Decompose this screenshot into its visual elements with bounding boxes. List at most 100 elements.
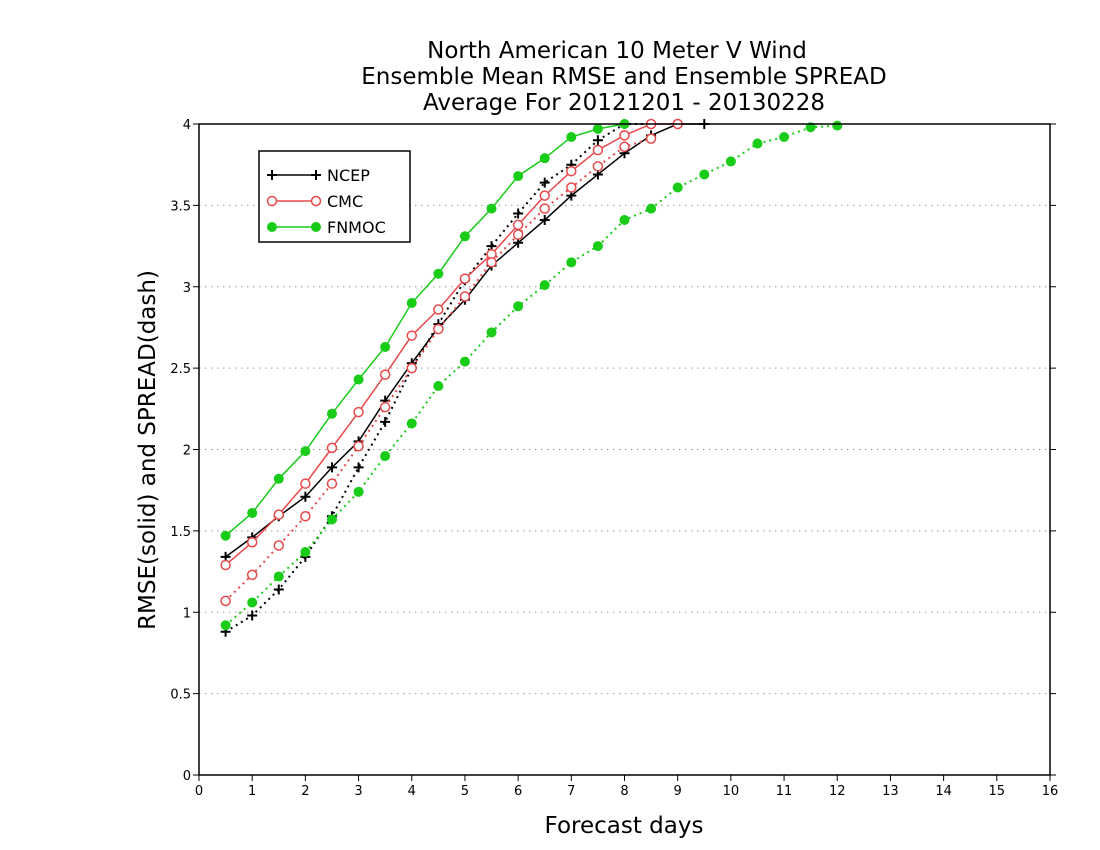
point-ncep-rmse: [326, 462, 337, 473]
y-tick-label: 3: [183, 281, 191, 296]
point-fnmoc-rmse: [539, 153, 550, 164]
x-tick-label: 12: [829, 784, 846, 799]
x-tick-label: 16: [1042, 784, 1059, 799]
point-fnmoc-spread: [592, 241, 603, 252]
legend-label-ncep: NCEP: [327, 166, 370, 185]
point-ncep-spread: [353, 462, 364, 473]
point-ncep-spread: [273, 584, 284, 595]
point-fnmoc-rmse: [433, 268, 444, 279]
point-cmc-rmse: [539, 190, 550, 201]
legend-marker-start-ncep: [267, 170, 277, 180]
point-cmc-rmse: [619, 130, 630, 141]
point-cmc-spread: [273, 540, 285, 551]
y-tick-label: 0: [183, 769, 191, 784]
point-ncep-spread: [513, 208, 524, 219]
point-cmc-spread: [246, 569, 258, 581]
x-tick-label: 4: [408, 784, 416, 799]
y-tick-label: 3.5: [170, 199, 191, 214]
point-fnmoc-spread: [300, 547, 311, 558]
legend-label-cmc: CMC: [327, 192, 363, 211]
x-tick-label: 5: [461, 784, 469, 799]
point-fnmoc-spread: [699, 169, 710, 180]
point-ncep-rmse: [300, 491, 311, 502]
point-cmc-spread: [539, 203, 550, 214]
point-fnmoc-spread: [513, 301, 524, 312]
point-fnmoc-spread: [380, 451, 391, 462]
point-fnmoc-rmse: [592, 123, 603, 134]
point-ncep-spread: [247, 610, 258, 621]
point-fnmoc-rmse: [326, 408, 337, 419]
x-tick-label: 14: [935, 784, 952, 799]
point-fnmoc-spread: [406, 418, 417, 429]
point-cmc-rmse: [246, 537, 258, 548]
legend-label-fnmoc: FNMOC: [327, 218, 386, 237]
point-fnmoc-rmse: [459, 231, 470, 242]
point-fnmoc-rmse: [300, 446, 311, 457]
x-tick-label: 9: [674, 784, 682, 799]
legend-marker-end-ncep: [311, 170, 321, 180]
point-cmc-rmse: [433, 304, 444, 315]
point-cmc-rmse: [220, 559, 231, 571]
point-fnmoc-spread: [805, 122, 816, 133]
point-cmc-spread: [619, 141, 630, 153]
point-ncep-spread: [380, 416, 391, 427]
x-tick-label: 10: [723, 784, 740, 799]
point-cmc-spread: [379, 401, 391, 413]
line-fnmoc-rmse: [225, 123, 625, 537]
point-fnmoc-spread: [725, 156, 736, 167]
point-fnmoc-spread: [619, 215, 630, 226]
point-cmc-rmse: [326, 442, 338, 454]
x-tick-label: 6: [514, 784, 522, 799]
axis-ticks: 00.511.522.533.540 1 2 3 4 5 6 7 8 9 10 11 12 13 14 15 1…: [170, 118, 1058, 799]
point-cmc-spread: [512, 229, 524, 240]
series-fnmoc-spread: [220, 120, 843, 631]
point-cmc-spread: [566, 182, 577, 193]
point-cmc-spread: [486, 257, 497, 268]
x-tick-label: 8: [620, 784, 628, 799]
x-tick-label: 11: [776, 784, 793, 799]
point-fnmoc-spread: [459, 356, 470, 367]
y-tick-label: 1: [183, 606, 191, 621]
point-ncep-spread: [592, 135, 603, 146]
point-cmc-spread: [220, 595, 231, 607]
line-fnmoc-spread: [224, 124, 838, 627]
point-fnmoc-spread: [433, 381, 444, 392]
point-fnmoc-spread: [539, 280, 550, 291]
point-fnmoc-rmse: [486, 203, 497, 214]
point-fnmoc-spread: [566, 257, 577, 268]
x-tick-label: 2: [301, 784, 309, 799]
series-fnmoc-rmse: [220, 119, 630, 541]
chart-title-line-3: Average For 20121201 - 20130228: [423, 90, 825, 116]
legend-marker-start-fnmoc: [267, 222, 277, 232]
point-cmc-spread: [645, 133, 657, 144]
point-fnmoc-rmse: [353, 374, 364, 385]
point-fnmoc-spread: [326, 514, 337, 525]
point-cmc-rmse: [592, 144, 604, 156]
chart-title-line-1: North American 10 Meter V Wind: [427, 38, 807, 64]
point-fnmoc-spread: [247, 597, 258, 608]
series-cmc-spread: [220, 133, 657, 607]
x-tick-label: 13: [882, 784, 899, 799]
point-cmc-spread: [592, 161, 604, 172]
point-cmc-rmse: [273, 509, 285, 520]
point-cmc-spread: [326, 478, 338, 489]
point-cmc-spread: [459, 291, 471, 302]
point-fnmoc-spread: [486, 327, 497, 338]
point-cmc-rmse: [512, 219, 524, 231]
x-tick-label: 3: [354, 784, 362, 799]
point-cmc-rmse: [566, 165, 577, 177]
point-fnmoc-spread: [220, 620, 231, 631]
point-ncep-spread: [539, 177, 550, 188]
point-fnmoc-rmse: [566, 132, 577, 143]
x-tick-label: 0: [195, 784, 203, 799]
point-fnmoc-rmse: [220, 530, 231, 541]
point-cmc-rmse: [300, 478, 311, 489]
line-cmc-spread: [224, 137, 652, 602]
point-cmc-rmse: [353, 406, 364, 418]
y-tick-label: 4: [183, 118, 191, 133]
y-tick-label: 2.5: [170, 362, 191, 377]
point-fnmoc-spread: [832, 120, 843, 131]
y-tick-label: 0.5: [170, 688, 191, 703]
x-tick-label: 7: [567, 784, 575, 799]
grid-lines: [199, 204, 1050, 695]
